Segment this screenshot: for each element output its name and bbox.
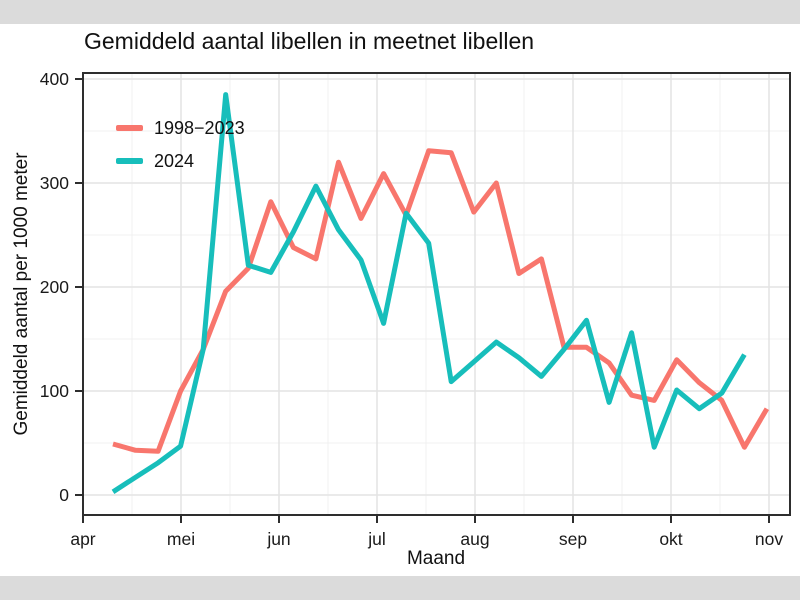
panel-border [82, 72, 791, 516]
y-tick-label: 0 [59, 485, 69, 505]
x-tick-label: aug [460, 529, 489, 549]
x-tick-label: okt [659, 529, 682, 549]
legend-item-1998-2023: 1998−2023 [116, 118, 245, 138]
axis-ticks [75, 78, 770, 523]
legend-swatch-1998-2023 [116, 125, 143, 131]
line-2024 [111, 92, 747, 494]
figure-background [0, 24, 800, 576]
x-tick-label: sep [559, 529, 587, 549]
chart-title: Gemiddeld aantal libellen in meetnet lib… [84, 28, 535, 54]
x-tick-label: jul [367, 529, 386, 549]
y-tick-label: 200 [40, 277, 69, 297]
line-1998-2023 [112, 148, 770, 454]
x-tick-label: nov [755, 529, 783, 549]
x-tick-label: mei [167, 529, 195, 549]
y-tick-label: 300 [40, 173, 69, 193]
legend-swatch-2024 [116, 158, 143, 164]
series-lines [111, 92, 770, 494]
minor-gridlines [83, 73, 790, 515]
legend-item-2024: 2024 [116, 151, 194, 171]
x-axis-title: Maand [406, 548, 466, 569]
legend-label-1998-2023: 1998−2023 [154, 117, 245, 138]
y-tick-label: 400 [40, 69, 69, 89]
axis-tick-labels: 0 100 200 300 400 apr mei jun jul aug sep okt nov [40, 69, 784, 549]
y-tick-label: 100 [40, 381, 69, 401]
legend-label-2024: 2024 [154, 150, 195, 171]
x-tick-label: apr [70, 529, 95, 549]
y-axis-title: Gemiddeld aantal per 1000 meter [11, 152, 32, 436]
x-tick-label: jun [266, 529, 290, 549]
